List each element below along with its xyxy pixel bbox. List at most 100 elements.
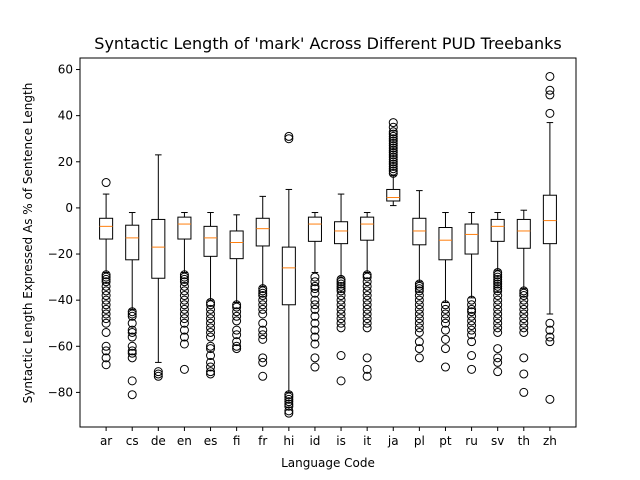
outlier-point (519, 353, 529, 363)
outlier-point (179, 270, 189, 280)
outlier-point (493, 327, 503, 337)
outlier-point (388, 122, 398, 132)
outlier-point (467, 300, 477, 310)
x-tick-label-fr: fr (258, 434, 267, 448)
outlier-point (388, 134, 398, 144)
outlier-point (519, 323, 529, 333)
outlier-point (206, 323, 216, 333)
outlier-point (284, 394, 294, 404)
outlier-point (388, 143, 398, 153)
outlier-point (258, 300, 268, 310)
x-axis-label: Language Code (281, 456, 375, 470)
outlier-point (519, 387, 529, 397)
outlier-point (101, 360, 111, 370)
outlier-point (414, 314, 424, 324)
chart-title: Syntactic Length of 'mark' Across Differ… (94, 34, 561, 53)
outlier-point (414, 295, 424, 305)
outlier-point (232, 325, 242, 335)
x-tick-label-is: is (336, 434, 346, 448)
plot-area: −80 −60 −40 −20 0 20 40 60 ar cs de en es fi fr hi id is i… (48, 63, 557, 448)
box-ar (99, 217, 114, 240)
outlier-point (179, 304, 189, 314)
outlier-point (258, 334, 268, 344)
outlier-point (388, 148, 398, 158)
outlier-point (519, 288, 529, 298)
outlier-point (179, 332, 189, 342)
box-ru (464, 223, 479, 255)
outlier-point (414, 291, 424, 301)
outlier-point (232, 302, 242, 312)
box-sv (490, 218, 505, 242)
outlier-point (493, 291, 503, 301)
outlier-point (414, 318, 424, 328)
outlier-point (414, 286, 424, 296)
outlier-point (545, 325, 555, 335)
outlier-point (467, 307, 477, 317)
outlier-point (519, 327, 529, 337)
outlier-point (101, 281, 111, 291)
outlier-point (127, 376, 137, 386)
outlier-point (493, 353, 503, 363)
outlier-point (101, 291, 111, 301)
outlier-point (310, 353, 320, 363)
outlier-point (440, 334, 450, 344)
box-pl (412, 217, 427, 246)
outlier-point (467, 325, 477, 335)
outlier-point (153, 371, 163, 381)
outlier-point (362, 291, 372, 301)
outlier-point (493, 304, 503, 314)
outlier-point (362, 314, 372, 324)
outlier-point (414, 353, 424, 363)
box-de (151, 218, 166, 279)
outlier-point (101, 286, 111, 296)
outlier-point (101, 304, 111, 314)
outlier-point (310, 272, 320, 282)
x-tick-label-fi: fi (233, 434, 241, 448)
outlier-point (336, 304, 346, 314)
outlier-point (336, 274, 346, 284)
outlier-point (179, 364, 189, 374)
outlier-point (414, 309, 424, 319)
outlier-point (336, 351, 346, 361)
outlier-point (101, 346, 111, 356)
outlier-point (388, 159, 398, 169)
outlier-point (362, 364, 372, 374)
outlier-point (310, 325, 320, 335)
outlier-point (440, 362, 450, 372)
outlier-point (336, 295, 346, 305)
outlier-point (101, 295, 111, 305)
outlier-point (284, 401, 294, 411)
outlier-point (414, 344, 424, 354)
outlier-point (232, 341, 242, 351)
outlier-point (284, 408, 294, 418)
x-tick-label-zh: zh (543, 434, 557, 448)
outlier-point (493, 277, 503, 287)
outlier-point (206, 332, 216, 342)
outlier-point (519, 295, 529, 305)
outlier-point (206, 369, 216, 379)
outlier-point (127, 309, 137, 319)
outlier-point (362, 304, 372, 314)
outlier-point (284, 399, 294, 409)
outlier-point (414, 279, 424, 289)
outlier-point (440, 304, 450, 314)
outlier-point (206, 357, 216, 367)
outlier-point (493, 270, 503, 280)
outlier-point (493, 318, 503, 328)
outlier-point (127, 311, 137, 321)
outlier-point (467, 364, 477, 374)
outlier-point (493, 367, 503, 377)
outlier-point (388, 150, 398, 160)
axes-frame (79, 57, 577, 428)
outlier-point (310, 304, 320, 314)
outlier-point (179, 277, 189, 287)
outlier-point (310, 295, 320, 305)
y-tick-label: 0 (65, 201, 73, 215)
outlier-point (362, 272, 372, 282)
outlier-point (362, 300, 372, 310)
outlier-point (179, 325, 189, 335)
outlier-point (519, 314, 529, 324)
outlier-point (362, 371, 372, 381)
outlier-point (414, 327, 424, 337)
outlier-point (519, 369, 529, 379)
